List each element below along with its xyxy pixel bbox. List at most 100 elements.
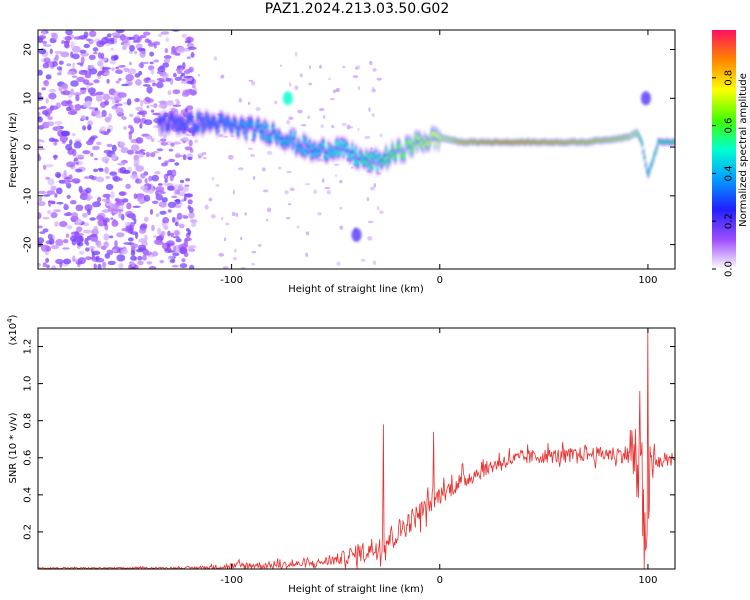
noise-blob [62, 239, 69, 244]
noise-blob [73, 141, 82, 149]
noise-blob [85, 187, 92, 194]
noise-blob [105, 183, 114, 191]
noise-blob [105, 203, 112, 207]
noise-blob [379, 133, 383, 138]
noise-blob [43, 194, 51, 197]
noise-blob [38, 111, 41, 116]
noise-blob [278, 166, 282, 170]
noise-blob [66, 63, 72, 67]
ridge-core [643, 156, 646, 159]
noise-blob [186, 56, 192, 60]
noise-blob [138, 228, 147, 234]
noise-blob [129, 44, 135, 52]
noise-blob [144, 178, 148, 184]
noise-blob [145, 151, 150, 158]
noise-blob [308, 65, 311, 70]
ridge-outlier [282, 91, 293, 106]
x-tick-label: 100 [638, 275, 657, 286]
noise-blob [173, 236, 180, 239]
noise-blob [111, 144, 117, 152]
noise-blob [289, 187, 295, 192]
noise-blob [48, 92, 57, 100]
noise-blob [88, 106, 96, 110]
noise-blob [105, 176, 111, 179]
noise-blob [221, 217, 224, 221]
noise-blob [96, 72, 102, 77]
noise-blob [160, 138, 167, 142]
noise-blob [135, 137, 144, 144]
noise-blob [130, 243, 139, 249]
noise-blob [322, 114, 326, 119]
noise-blob [172, 216, 176, 223]
spectrogram-y-label: Frequency (Hz) [8, 112, 19, 188]
x-tick-label: -100 [220, 575, 243, 586]
noise-blob [286, 216, 291, 220]
noise-blob [146, 86, 153, 94]
noise-blob [89, 217, 96, 221]
colorbar-tick-label: 0.4 [724, 165, 735, 181]
ridge-core [368, 164, 371, 170]
noise-blob [175, 205, 181, 209]
noise-blob [139, 34, 147, 39]
noise-blob [66, 71, 76, 76]
noise-blob [189, 264, 195, 269]
noise-blob [187, 199, 193, 205]
noise-blob [121, 35, 129, 44]
x-tick-label: 0 [437, 275, 443, 286]
y-tick-label: 0 [23, 144, 34, 150]
noise-blob [170, 50, 178, 55]
noise-blob [288, 116, 294, 121]
noise-blob [159, 65, 164, 70]
noise-blob [50, 185, 57, 191]
noise-blob [154, 171, 161, 175]
noise-blob [106, 33, 112, 38]
noise-blob [287, 203, 292, 206]
noise-blob [231, 211, 236, 217]
noise-blob [59, 135, 68, 143]
noise-blob [190, 52, 195, 58]
noise-blob [129, 113, 134, 118]
noise-blob [108, 37, 115, 42]
noise-blob [123, 67, 130, 73]
noise-blob [101, 261, 107, 269]
noise-blob [140, 223, 148, 229]
noise-blob [149, 61, 154, 65]
noise-blob [102, 66, 106, 74]
noise-blob [76, 62, 84, 65]
noise-blob [172, 245, 177, 252]
noise-blob [97, 263, 102, 269]
noise-blob [172, 252, 180, 257]
spectrogram-noise [38, 30, 384, 269]
noise-blob [184, 184, 190, 188]
noise-blob [130, 255, 137, 261]
noise-blob [102, 209, 108, 213]
ridge-core [342, 150, 345, 156]
noise-blob [41, 87, 46, 91]
ridge-core [262, 133, 265, 138]
noise-blob [97, 60, 104, 67]
noise-blob [70, 80, 79, 87]
ridge-core [301, 148, 304, 154]
noise-blob [352, 75, 359, 79]
noise-blob [150, 104, 158, 108]
noise-blob [46, 121, 55, 127]
noise-blob [48, 238, 55, 245]
noise-blob [299, 73, 304, 78]
ridge-core [395, 153, 398, 159]
noise-blob [139, 201, 144, 205]
noise-blob [82, 150, 91, 155]
noise-blob [65, 233, 70, 238]
noise-blob [42, 216, 50, 220]
noise-blob [160, 230, 166, 237]
noise-blob [88, 175, 94, 179]
snr-plot-area [38, 328, 675, 569]
noise-blob [138, 152, 144, 158]
noise-blob [40, 244, 49, 248]
noise-blob [108, 113, 112, 121]
noise-blob [329, 98, 336, 101]
noise-blob [133, 98, 141, 102]
noise-blob [182, 154, 187, 161]
noise-blob [127, 82, 133, 85]
noise-blob [100, 126, 106, 132]
